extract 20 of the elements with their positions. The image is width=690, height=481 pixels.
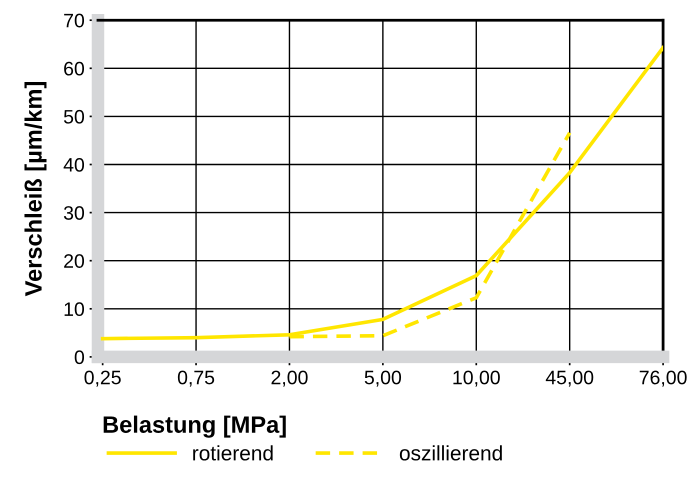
y-tick-label: 10 [64, 302, 84, 316]
y-tick-label: 20 [64, 254, 84, 268]
x-tick-label: 5,00 [364, 370, 402, 387]
line-series [100, 46, 664, 340]
y-tick-label: 30 [64, 206, 84, 220]
y-tick-label: 60 [64, 62, 84, 76]
y-tick-label: 0 [74, 350, 84, 364]
x-tick-label: 0,75 [178, 370, 214, 387]
x-tick-label: 2,00 [272, 370, 308, 387]
y-tick-label: 50 [64, 110, 84, 124]
legend-label: rotierend [193, 445, 273, 461]
y-tick-label: 70 [64, 14, 84, 28]
x-axis-title: Belastung [MPa] [104, 416, 286, 438]
y-tick-label: 40 [64, 158, 84, 172]
x-tick-label: 10,00 [453, 370, 500, 387]
x-tick-label: 76,00 [640, 370, 687, 387]
x-tick-label: 45,00 [546, 370, 594, 387]
x-tick-label: 0,25 [84, 370, 121, 387]
y-axis-title: Verschleiß [µm/km] [24, 82, 46, 296]
legend-label: oszillierend [400, 445, 502, 461]
